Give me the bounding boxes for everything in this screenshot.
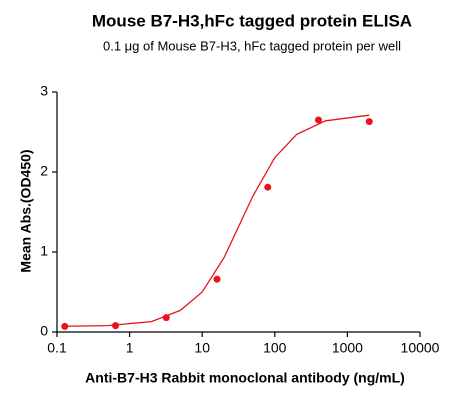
data-point — [162, 314, 170, 322]
y-axis-label: Mean Abs.(OD450) — [18, 149, 34, 272]
chart-subtitle: 0.1 μg of Mouse B7-H3, hFc tagged protei… — [103, 38, 401, 53]
fit-curve — [64, 114, 370, 327]
y-tick-label: 2 — [40, 163, 48, 179]
x-tick-label: 100 — [263, 340, 287, 356]
y-tick-label: 3 — [40, 83, 48, 99]
x-tick-label: 0.1 — [47, 340, 67, 356]
x-tick-label: 1000 — [332, 340, 363, 356]
data-point — [365, 118, 373, 126]
x-tick-label: 10 — [194, 340, 210, 356]
data-point — [315, 116, 323, 124]
x-axis-label: Anti-B7-H3 Rabbit monoclonal antibody (n… — [85, 370, 405, 386]
x-tick-label: 1 — [126, 340, 134, 356]
y-tick-label: 0 — [40, 323, 48, 339]
x-tick-label: 10000 — [401, 340, 440, 356]
data-point — [112, 322, 120, 330]
data-point — [213, 275, 221, 283]
chart-title: Mouse B7-H3,hFc tagged protein ELISA — [92, 11, 412, 30]
data-point — [264, 183, 272, 191]
y-tick-label: 1 — [40, 243, 48, 259]
data-point — [61, 322, 69, 330]
